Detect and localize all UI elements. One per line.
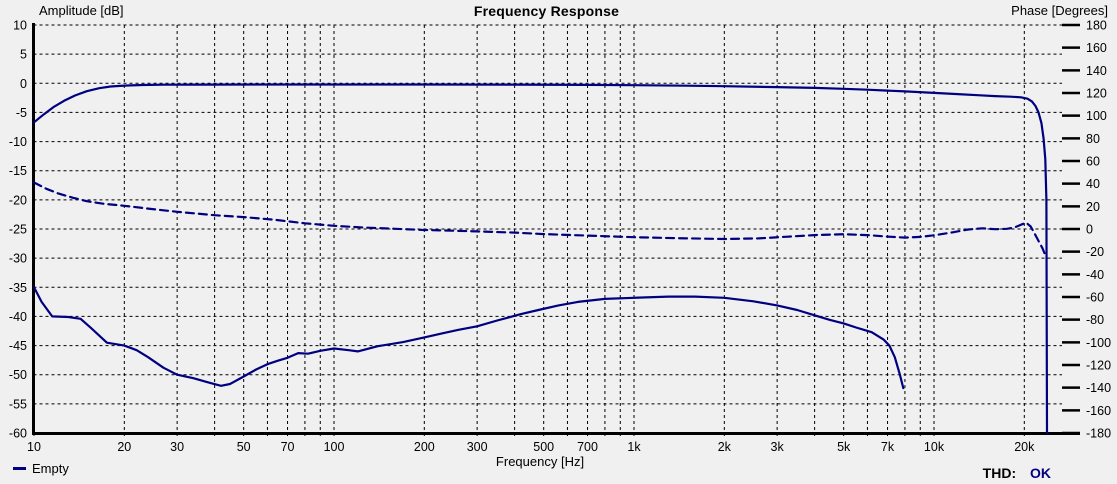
right-axis-tick-label: 140	[1086, 64, 1107, 78]
right-axis-tick-label: -40	[1086, 268, 1104, 282]
phase-curve	[32, 181, 1048, 258]
right-axis-tick-label: 180	[1086, 19, 1107, 33]
right-axis-tick-label: 120	[1086, 87, 1107, 101]
amplitude-curve	[32, 83, 1049, 435]
right-axis-tick-label: -60	[1086, 291, 1104, 305]
left-axis-tick-label: -30	[9, 252, 27, 266]
left-axis-tick-label: -50	[9, 368, 27, 382]
x-axis-tick-label: 2k	[718, 440, 732, 454]
thd-curve	[32, 286, 905, 390]
left-axis-tick-label: 0	[20, 77, 27, 91]
right-axis-tick-label: 20	[1086, 200, 1100, 214]
right-axis-tick-label: -80	[1086, 313, 1104, 327]
left-axis-tick-label: -5	[16, 106, 27, 120]
thd-status: THD: OK	[983, 465, 1051, 481]
x-axis-tick-label: 10k	[924, 440, 945, 454]
legend-series-label: Empty	[32, 461, 69, 476]
left-axis-tick-label: -45	[9, 339, 27, 353]
left-axis-tick-label: -10	[9, 135, 27, 149]
left-axis-tick-label: -40	[9, 310, 27, 324]
right-axis-tick-label: -160	[1086, 404, 1111, 418]
x-axis-tick-label: 7k	[881, 440, 895, 454]
chart-title: Frequency Response	[473, 3, 620, 19]
left-axis-tick-label: -15	[9, 164, 27, 178]
left-axis-tick-label: -25	[9, 223, 27, 237]
x-axis-tick-label: 300	[467, 440, 488, 454]
x-axis-tick-label: 200	[414, 440, 435, 454]
x-axis-tick-label: 20	[117, 440, 131, 454]
right-axis-tick-label: 60	[1086, 155, 1100, 169]
right-axis-tick-label: 160	[1086, 41, 1107, 55]
x-axis-tick-label: 5k	[837, 440, 851, 454]
thd-status-label: THD:	[982, 465, 1017, 481]
left-axis-title: Amplitude [dB]	[39, 3, 124, 18]
left-axis-tick-label: -35	[9, 281, 27, 295]
left-axis-tick-label: -55	[9, 397, 27, 411]
right-axis-tick-label: 40	[1086, 177, 1100, 191]
left-axis-tick-label: 10	[13, 19, 27, 33]
x-axis-tick-label: 100	[324, 440, 345, 454]
x-axis-tick-label: 10	[27, 440, 41, 454]
x-axis-tick-label: 500	[533, 440, 554, 454]
x-axis-tick-label: 30	[170, 440, 184, 454]
right-axis-tick-label: 80	[1086, 132, 1100, 146]
x-axis-tick-label: 20k	[1014, 440, 1035, 454]
right-axis-tick-label: -140	[1086, 381, 1111, 395]
right-axis-tick-label: 0	[1086, 223, 1093, 237]
left-axis-tick-label: -20	[9, 193, 27, 207]
x-axis-tick-label: 50	[237, 440, 251, 454]
x-axis-tick-label: 3k	[771, 440, 785, 454]
legend: Empty	[13, 461, 69, 476]
x-axis-tick-label: 1k	[627, 440, 641, 454]
right-axis-tick-label: 100	[1086, 109, 1107, 123]
right-axis-tick-label: -20	[1086, 245, 1104, 259]
left-axis-tick-label: -60	[9, 427, 27, 441]
x-axis-tick-label: 700	[577, 440, 598, 454]
right-axis-tick-label: -180	[1086, 427, 1111, 441]
legend-line-swatch	[13, 467, 26, 470]
x-axis-tick-label: 70	[281, 440, 295, 454]
right-axis-tick-label: -100	[1086, 336, 1111, 350]
left-axis-tick-label: 5	[20, 48, 27, 62]
right-axis-tick-label: -120	[1086, 359, 1111, 373]
x-axis-title: Frequency [Hz]	[495, 454, 585, 469]
thd-status-value: OK	[1030, 465, 1051, 481]
right-axis-title: Phase [Degrees]	[1011, 3, 1108, 18]
